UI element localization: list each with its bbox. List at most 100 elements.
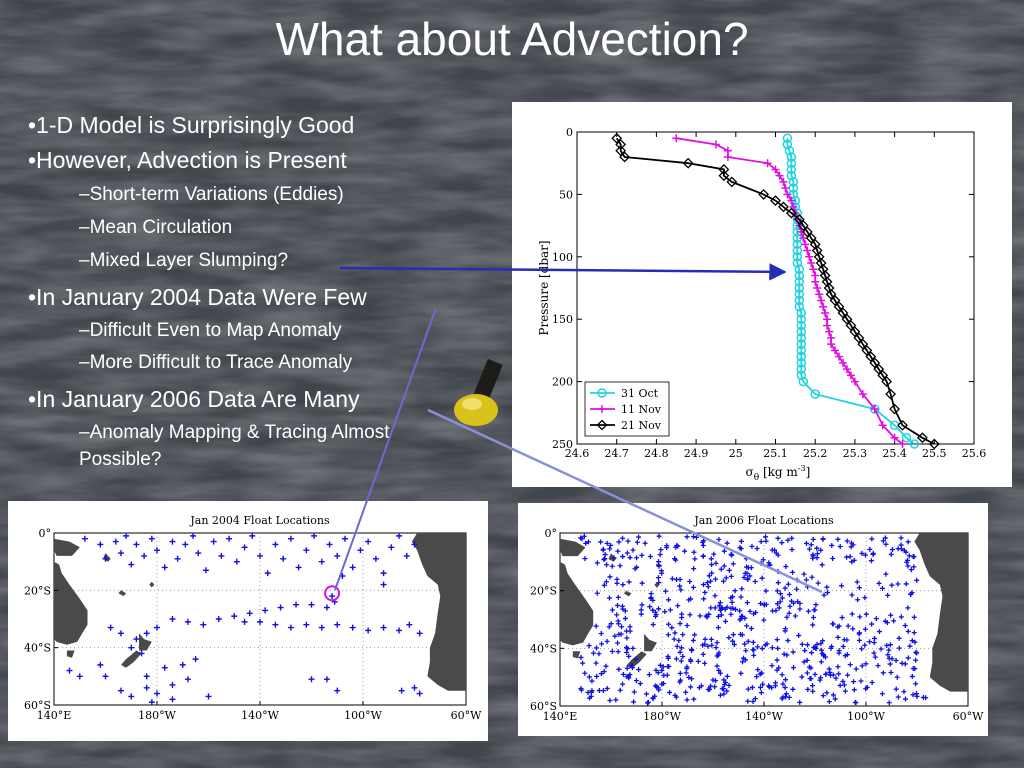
float-marker	[154, 547, 160, 554]
float-marker	[910, 692, 916, 698]
float-marker	[117, 550, 124, 557]
float-marker	[783, 691, 789, 697]
float-marker	[810, 622, 816, 628]
float-marker	[615, 618, 621, 624]
float-marker	[749, 684, 755, 690]
float-marker	[195, 550, 202, 557]
float-marker	[629, 665, 635, 671]
x-tick-label: 25	[729, 447, 743, 460]
float-marker	[773, 608, 779, 614]
data-point	[723, 152, 732, 161]
float-marker	[639, 602, 645, 608]
bullet-item: •However, Advection is Present	[28, 147, 347, 173]
x-tick-label: 25.1	[763, 447, 788, 460]
float-marker	[844, 554, 850, 560]
float-marker	[818, 659, 824, 665]
float-marker	[606, 624, 612, 630]
float-marker	[308, 676, 315, 683]
float-marker	[782, 626, 788, 632]
float-marker	[769, 685, 775, 691]
float-marker	[869, 679, 875, 685]
data-point	[794, 270, 805, 281]
float-marker	[349, 624, 356, 631]
float-marker	[807, 676, 813, 682]
float-marker	[716, 603, 722, 609]
float-marker	[882, 535, 888, 541]
float-marker	[678, 645, 684, 651]
data-point	[837, 307, 849, 319]
data-point	[807, 259, 816, 268]
sub-bullet-item: –Difficult Even to Map Anomaly	[79, 320, 342, 341]
data-point	[793, 213, 805, 225]
float-marker	[829, 542, 835, 548]
land-fiji	[149, 581, 155, 588]
float-marker	[721, 691, 727, 697]
sub-bullet-item: –More Difficult to Trace Anomaly	[79, 352, 353, 373]
float-marker	[666, 663, 672, 669]
float-marker	[102, 673, 109, 680]
float-marker	[908, 567, 914, 573]
float-marker	[782, 685, 788, 691]
float-marker	[796, 633, 802, 639]
data-point	[827, 340, 836, 349]
data-point	[815, 290, 824, 299]
float-marker	[896, 635, 902, 641]
float-marker	[674, 643, 680, 649]
float-marker	[774, 601, 780, 607]
float-marker	[755, 667, 761, 673]
data-point	[928, 438, 940, 450]
float-marker	[154, 624, 160, 631]
float-marker	[759, 646, 765, 652]
float-marker	[745, 698, 751, 704]
float-marker	[813, 602, 819, 608]
data-point	[782, 133, 793, 143]
map-2004-chart: Jan 2004 Float Locations 140°E 180°W 140°W 1…	[24, 514, 482, 722]
float-marker	[626, 653, 632, 659]
float-marker	[790, 649, 796, 655]
float-marker	[622, 615, 628, 621]
data-point	[833, 301, 845, 313]
float-marker	[810, 683, 816, 689]
float-marker	[841, 682, 847, 688]
x-tick-label: 140°W	[745, 710, 783, 723]
float-marker	[643, 691, 649, 697]
map-title: Jan 2006 Float Locations	[693, 514, 834, 527]
float-marker	[864, 684, 870, 690]
y-axis-label: Pressure [dbar]	[537, 240, 551, 335]
highlight-circle	[324, 585, 341, 602]
float-marker	[833, 675, 839, 681]
float-marker	[666, 597, 672, 603]
float-marker	[887, 661, 893, 667]
float-marker	[853, 700, 859, 706]
sub-bullet-item: –Short-term Variations (Eddies)	[79, 184, 344, 205]
float-marker	[905, 628, 911, 634]
float-marker	[905, 563, 911, 569]
legend-label: 31 Oct	[621, 387, 659, 400]
sub-bullet-item: –Anomaly Mapping & Tracing Almost	[79, 422, 390, 443]
float-marker	[909, 673, 915, 679]
float-marker	[781, 651, 787, 657]
float-marker	[133, 636, 140, 643]
float-marker	[850, 626, 856, 632]
y-tick-label: 40°S	[24, 642, 51, 655]
float-marker	[318, 558, 325, 565]
data-point	[846, 371, 855, 380]
map-title: Jan 2004 Float Locations	[189, 514, 330, 527]
float-marker	[893, 686, 899, 692]
float-marker	[791, 600, 797, 606]
float-marker	[123, 532, 130, 539]
float-marker	[677, 679, 683, 685]
float-marker	[673, 656, 679, 662]
data-point	[865, 351, 877, 363]
data-point	[805, 252, 814, 261]
float-marker	[729, 599, 735, 605]
data-point	[775, 171, 784, 180]
float-marker	[406, 621, 413, 628]
float-marker	[763, 602, 769, 608]
float-marker	[911, 564, 917, 570]
float-marker	[880, 538, 886, 544]
float-marker	[728, 595, 734, 601]
data-point	[821, 308, 830, 317]
data-point	[881, 376, 893, 388]
float-marker	[192, 656, 199, 663]
